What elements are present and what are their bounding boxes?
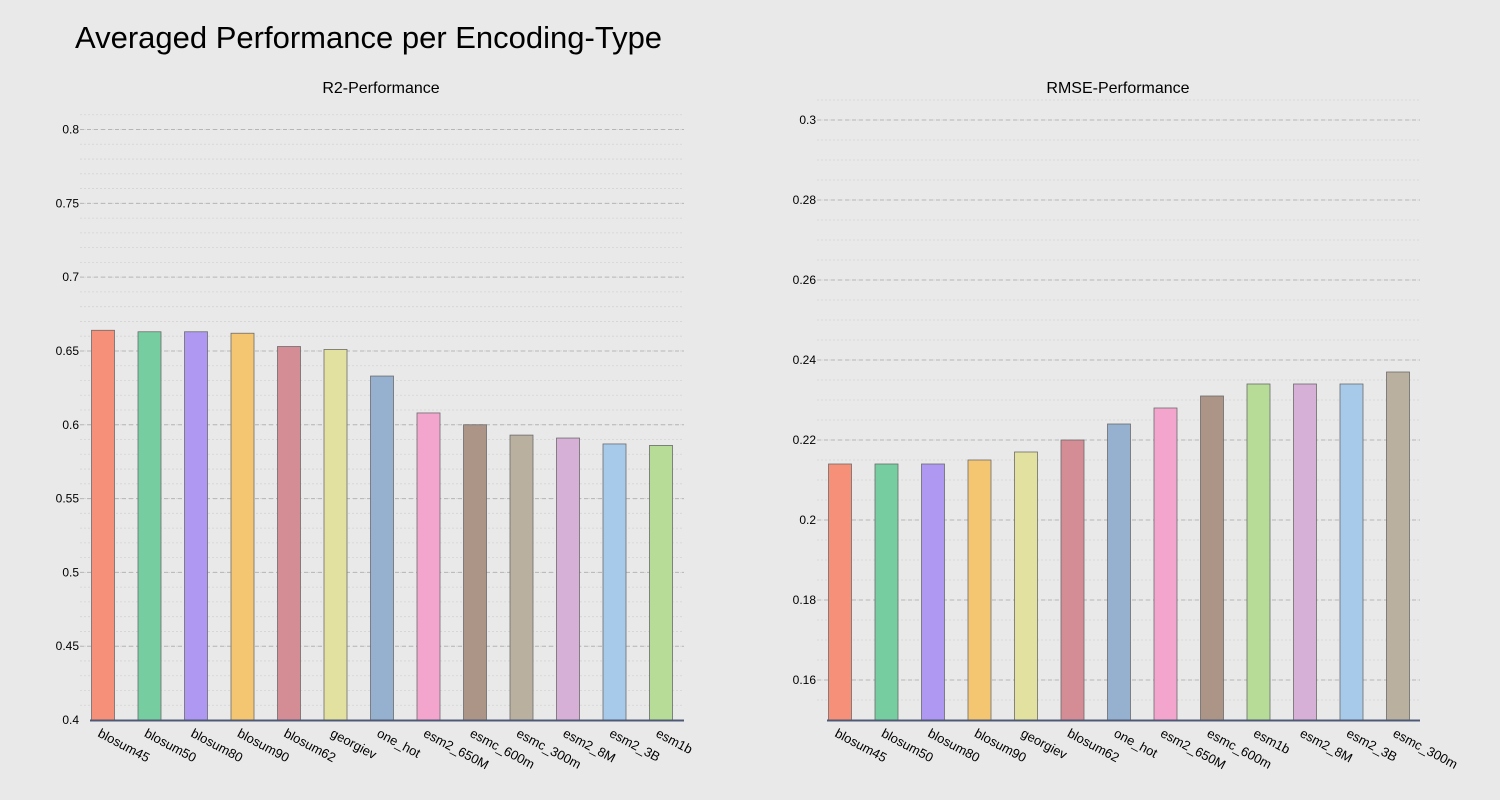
r2-bar-blosum45 (91, 329, 115, 721)
r2-xtick-labels: blosum45blosum50blosum80blosum90blosum62… (96, 725, 696, 772)
rmse-xtick-label: esm2_3B (1344, 725, 1400, 764)
rmse-bar-blosum45 (828, 463, 852, 721)
r2-major-gridlines: 0.4 0.45 0.5 0.55 0.6 0.65 0.7 0.75 0.8 (56, 123, 684, 727)
rmse-xtick-label: blosum80 (926, 725, 983, 765)
rmse-bar-blosum80 (921, 463, 945, 721)
rmse-xtick-label: blosum45 (833, 725, 890, 765)
rmse-bar-esmc_600m (1200, 395, 1224, 721)
rmse-xtick-label: blosum90 (972, 725, 1029, 765)
rmse-bars (828, 371, 1410, 721)
r2-bar-one_hot (370, 375, 394, 721)
r2-bar-blosum62 (277, 346, 301, 721)
r2-ytick-label: 0.65 (56, 344, 80, 358)
rmse-ytick-label: 0.28 (793, 193, 817, 207)
rmse-ytick-label: 0.2 (799, 513, 816, 527)
r2-bar-blosum90 (230, 332, 255, 721)
r2-bar-esm1b (649, 445, 673, 721)
r2-chart-title: R2-Performance (322, 80, 440, 97)
r2-ytick-label: 0.4 (62, 713, 79, 727)
r2-bar-esmc_600m (463, 424, 487, 721)
rmse-bar-georgiev (1014, 451, 1038, 721)
r2-xtick-label: blosum50 (142, 725, 199, 765)
rmse-bar-one_hot (1107, 423, 1131, 721)
rmse-chart-title: RMSE-Performance (1046, 80, 1190, 97)
rmse-bar-esm2_8M (1293, 383, 1317, 721)
r2-ytick-label: 0.55 (56, 492, 80, 506)
r2-xtick-label: georgiev (328, 725, 380, 762)
r2-ytick-label: 0.45 (56, 639, 80, 653)
r2-xtick-label: blosum80 (189, 725, 246, 765)
rmse-bar-blosum90 (967, 459, 992, 721)
rmse-ytick-label: 0.26 (793, 273, 817, 287)
rmse-xtick-label: esmc_300m (1391, 725, 1461, 771)
rmse-xtick-label: blosum62 (1065, 725, 1122, 765)
r2-bars (91, 329, 673, 721)
r2-xtick-label: esm2_3B (607, 725, 663, 764)
r2-xtick-label: blosum62 (282, 725, 339, 765)
r2-xtick-label: blosum90 (235, 725, 292, 765)
rmse-xtick-labels: blosum45blosum50blosum80blosum90georgiev… (833, 725, 1461, 772)
rmse-ytick-label: 0.18 (793, 593, 817, 607)
rmse-bar-esm2_650M (1153, 407, 1178, 721)
rmse-bar-esmc_300m (1386, 371, 1410, 721)
r2-ytick-label: 0.7 (62, 270, 79, 284)
r2-chart: 0.40.450.50.550.60.650.70.750.8blosum45b… (56, 114, 696, 772)
rmse-chart: 0.160.180.20.220.240.260.280.3blosum45bl… (793, 99, 1461, 772)
r2-xtick-label: blosum45 (96, 725, 153, 765)
r2-bar-esm2_650M (416, 412, 441, 721)
rmse-bar-blosum50 (874, 463, 899, 721)
rmse-xtick-label: esm2_8M (1298, 725, 1355, 765)
rmse-bar-esm2_3B (1339, 383, 1364, 721)
r2-bar-esm2_3B (602, 443, 627, 721)
r2-ytick-label: 0.8 (62, 123, 79, 137)
r2-bar-esmc_300m (509, 434, 534, 721)
rmse-ytick-label: 0.16 (793, 673, 817, 687)
rmse-xtick-label: blosum50 (879, 725, 936, 765)
r2-ytick-label: 0.75 (56, 196, 80, 210)
rmse-xtick-label: georgiev (1019, 725, 1071, 762)
r2-ytick-label: 0.6 (62, 418, 79, 432)
rmse-bar-blosum62 (1060, 439, 1085, 721)
page-title: Averaged Performance per Encoding-Type (75, 20, 663, 55)
rmse-ytick-label: 0.22 (793, 433, 817, 447)
r2-bar-blosum50 (137, 331, 162, 721)
rmse-ytick-label: 0.24 (793, 353, 817, 367)
r2-bar-georgiev (323, 349, 348, 721)
rmse-bar-esm1b (1246, 383, 1271, 721)
r2-ytick-label: 0.5 (62, 565, 79, 579)
rmse-ytick-label: 0.3 (799, 113, 816, 127)
r2-xtick-label: one_hot (375, 725, 424, 760)
r2-bar-esm2_8M (556, 437, 580, 721)
r2-bar-blosum80 (184, 331, 208, 721)
